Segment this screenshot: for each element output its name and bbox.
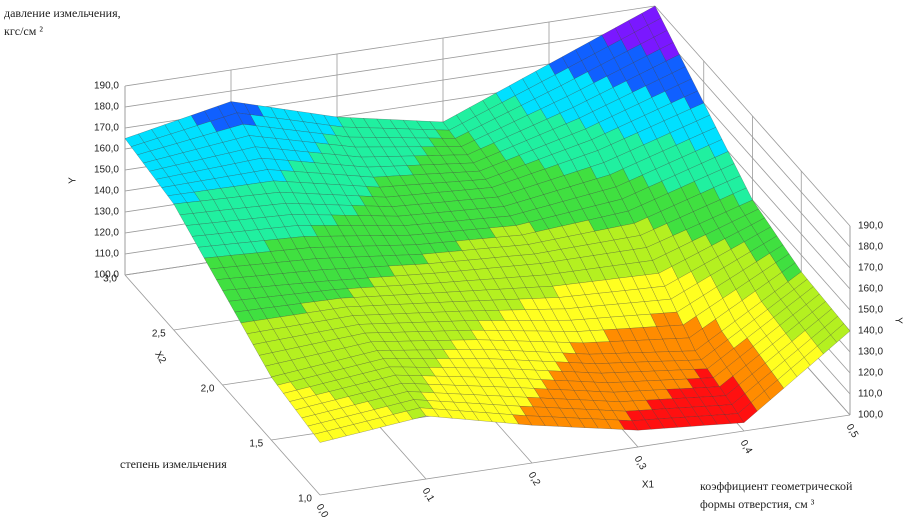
- surface-patch: [726, 175, 747, 195]
- x1-tick-label: 0,3: [632, 454, 649, 472]
- y-axis-name: Y: [68, 177, 79, 184]
- x1-tick-label: 0,0: [314, 502, 331, 520]
- y-axis-name: Y: [892, 317, 903, 324]
- surface-patch: [702, 126, 723, 146]
- y-tick-label: 160,0: [94, 144, 119, 155]
- x1-tick-label: 0,1: [420, 486, 437, 504]
- surface-patch: [763, 235, 784, 254]
- x1-tick-label: 0,4: [738, 438, 755, 456]
- y-tick-label: 170,0: [94, 123, 119, 134]
- back-wall-grid-line: [124, 26, 656, 108]
- y-tick-label: 130,0: [94, 207, 119, 218]
- y-tick-label: 180,0: [94, 102, 119, 113]
- surface-patch: [818, 308, 839, 328]
- side-wall-grid-line: [654, 5, 851, 227]
- surface-patch: [714, 151, 735, 170]
- y-tick-label: 140,0: [94, 186, 119, 197]
- y-tick-label: 190,0: [94, 81, 119, 92]
- labels: давление измельчения, кгс/см ² степень и…: [4, 6, 903, 520]
- surface-patch: [732, 187, 753, 207]
- surface-patch: [751, 217, 772, 235]
- y-tick-label: 120,0: [94, 228, 119, 239]
- x2-axis-name: X2: [152, 350, 168, 366]
- surface-patch: [690, 102, 711, 122]
- surface-patch: [757, 226, 778, 245]
- y-tick-label: 140,0: [858, 326, 883, 337]
- surface-patch: [647, 17, 668, 38]
- surface-patch: [830, 323, 851, 343]
- x2-title: степень измельчения: [120, 457, 227, 471]
- y-tick-label: 100,0: [858, 410, 883, 421]
- y-tick-label: 160,0: [858, 284, 883, 295]
- x2-tick-label: 3,0: [103, 274, 117, 285]
- y-tick-label: 110,0: [858, 389, 883, 400]
- surface-patch: [671, 66, 692, 86]
- surface-patch: [684, 90, 705, 110]
- x1-tick-label: 0,5: [844, 422, 861, 440]
- side-wall-grid-line: [654, 26, 851, 248]
- surface-patch: [769, 244, 790, 264]
- x2-tick-label: 1,0: [298, 494, 312, 505]
- surface-patch: [738, 199, 759, 216]
- surface-patch: [812, 301, 833, 321]
- surface: [124, 5, 851, 443]
- surface-patch: [696, 114, 717, 134]
- surface-patch: [744, 208, 766, 226]
- y-tick-label: 150,0: [94, 165, 119, 176]
- x2-tick-label: 2,5: [152, 329, 166, 340]
- y-tick-label: 180,0: [858, 242, 883, 253]
- surface-patch: [787, 271, 808, 290]
- surface-patch: [720, 163, 741, 183]
- x1-axis-name: X1: [642, 480, 655, 491]
- surface-patch: [793, 278, 814, 298]
- x2-tick-label: 1,5: [249, 439, 263, 450]
- surface-patch: [653, 29, 674, 50]
- x1-title-line: коэффициент геометрической: [700, 479, 853, 493]
- x1-tick-label: 0,2: [526, 470, 543, 488]
- surface-patch: [799, 286, 820, 305]
- title-line: кгс/см ²: [4, 24, 43, 38]
- title-line: давление измельчения,: [4, 6, 121, 20]
- back-wall-grid-line: [124, 5, 656, 87]
- y-tick-label: 120,0: [858, 368, 883, 379]
- surface-patch: [677, 78, 699, 98]
- y-tick-label: 150,0: [858, 305, 883, 316]
- surface-patch: [781, 262, 802, 283]
- y-tick-label: 130,0: [858, 347, 883, 358]
- surface-patch: [775, 253, 796, 273]
- x1-title-line: формы отверстия, см ³: [700, 497, 815, 511]
- y-tick-label: 100,0: [94, 270, 119, 281]
- y-tick-label: 170,0: [858, 263, 883, 274]
- floor-grid-line: [319, 414, 851, 496]
- surface-patch: [824, 315, 845, 336]
- y-tick-label: 110,0: [95, 249, 120, 260]
- surface-patch: [665, 54, 686, 74]
- y-tick-label: 190,0: [858, 221, 883, 232]
- x2-tick-label: 2,0: [201, 384, 215, 395]
- surface-patch: [641, 5, 662, 26]
